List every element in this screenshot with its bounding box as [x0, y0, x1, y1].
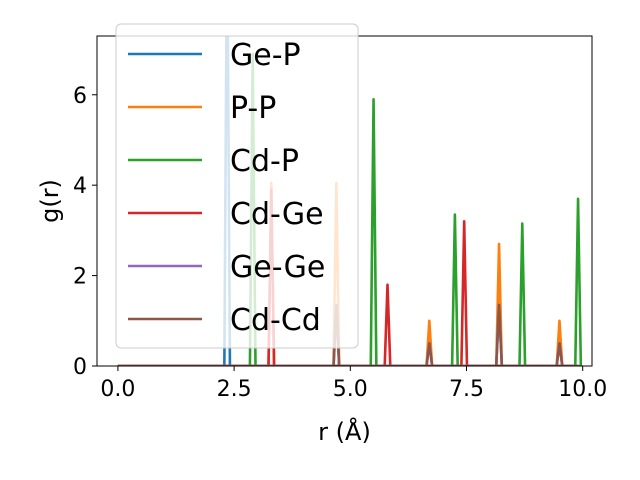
y-tick-label: 6 [73, 84, 87, 109]
x-axis-ticks: 0.0 2.5 5.0 7.5 10.0 [100, 366, 607, 402]
legend-label: Cd-Ge [230, 197, 324, 232]
legend-label: P-P [230, 91, 276, 126]
y-tick-label: 4 [73, 174, 87, 199]
legend-label: Ge-P [230, 38, 301, 73]
x-tick-label: 2.5 [217, 377, 252, 402]
legend-label: Ge-Ge [230, 250, 325, 285]
x-tick-label: 0.0 [100, 377, 135, 402]
y-tick-label: 2 [73, 265, 87, 290]
y-axis-ticks: 0 2 4 6 [73, 84, 97, 380]
legend-label: Cd-P [230, 144, 299, 179]
x-tick-label: 5.0 [333, 377, 368, 402]
y-tick-label: 0 [73, 355, 87, 380]
x-axis-label: r (Å) [318, 417, 371, 446]
x-tick-label: 7.5 [449, 377, 484, 402]
y-axis-label: g(r) [36, 179, 64, 223]
x-tick-label: 10.0 [558, 377, 607, 402]
legend: Ge-P P-P Cd-P Cd-Ge Ge-Ge Cd-Cd [115, 23, 359, 349]
legend-label: Cd-Cd [230, 303, 321, 338]
